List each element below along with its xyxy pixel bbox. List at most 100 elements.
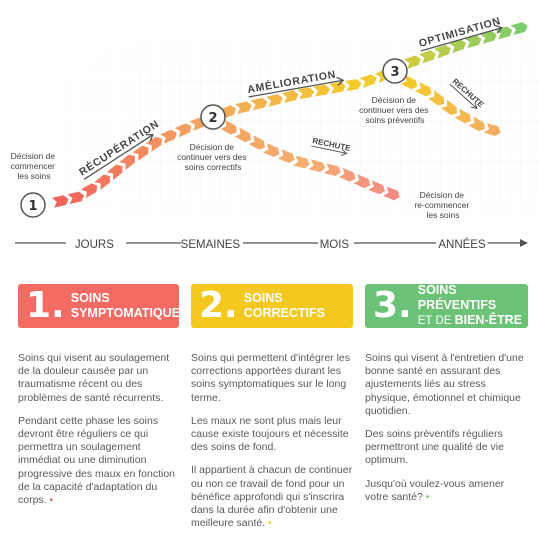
chevron-chev-main-5 [119, 154, 135, 170]
svg-text:Décision de continuer ve: Décision de continuer vers des soins pré… [359, 95, 431, 125]
milestone-2-number: 2 [208, 111, 217, 126]
timeline-label-years: ANNÉES [438, 238, 486, 251]
milestone-3-label-line-1: Décision de [372, 95, 417, 105]
chevron-chev-main-14 [250, 97, 268, 111]
chevron-chev-main-12 [219, 105, 236, 120]
timeline-label-days: JOURS [75, 239, 114, 251]
chevron-chev-main-8 [160, 129, 177, 144]
chevron-chev-main-17 [297, 87, 315, 100]
column-3-paragraph-2: Des soins préventifs réguliers permettro… [365, 428, 504, 467]
card-symptomatic-care: 1. SOINS SYMPTOMATIQUES [18, 284, 188, 328]
card-2-number: 2. [199, 285, 238, 326]
card-2-title-line-1: SOINS [243, 291, 283, 305]
chevron-chev-main-3 [94, 174, 110, 190]
chevron-chev-relapse1-10 [368, 180, 385, 195]
chevron-chev-main-1 [67, 191, 85, 205]
card-3-number: 3. [373, 285, 412, 326]
svg-text:JOURS SEMAINES MOI: JOURS SEMAINES MOIS ANNÉES [75, 238, 486, 251]
restart-decision: Décision de re-commencer les soins [414, 190, 471, 220]
chevron-chev-relapse1-11 [383, 186, 400, 201]
chevron-chev-main-21 [359, 74, 377, 88]
chevron-chev-relapse2-1 [415, 82, 432, 97]
card-1-title-line-1: SOINS [70, 291, 110, 305]
card-3-title-line-1: SOINS PRÉVENTIFS [417, 283, 497, 312]
column-1-paragraph-1: Soins qui visent au soulagement de la do… [18, 352, 170, 404]
chevron-chev-main-26 [434, 44, 451, 59]
card-1-number: 1. [26, 285, 65, 326]
chevron-chev-relapse1-5 [293, 155, 310, 169]
chevron-chev-relapse2-6 [483, 123, 501, 137]
chevron-chev-main-20 [344, 79, 362, 92]
chevron-chev-relapse1-2 [248, 135, 266, 150]
chevron-chev-main-25 [418, 50, 436, 64]
card-corrective-care: 2. SOINS CORRECTIFS [191, 284, 353, 328]
chevron-chev-relapse1-8 [338, 167, 356, 182]
chevron-chev-relapse2-0 [400, 74, 418, 90]
restart-label-line-3: les soins [426, 210, 459, 220]
timeline-label-months: MOIS [320, 239, 350, 251]
svg-text:Décision de re-commencer: Décision de re-commencer les soins [414, 190, 471, 220]
card-preventive-care: 3. SOINS PRÉVENTIFS ET DE BIEN-ÊTRE [365, 283, 528, 328]
chevron-chev-main-18 [313, 84, 330, 97]
column-2-paragraph-1: Soins qui permettent d'intégrer les corr… [191, 352, 351, 404]
card-2-title-line-2: CORRECTIFS [243, 306, 325, 320]
relapse-arrow-path-2 [400, 74, 501, 137]
milestone-2: 2 Décision de continuer vers des soins c… [177, 104, 247, 172]
care-progression-diagram: RÉCUPÉRATION AMÉLIORATION OPTIMISATION R… [0, 0, 539, 251]
chevron-chev-main-28 [464, 35, 482, 49]
chevron-chev-main-6 [132, 145, 149, 161]
milestone-1-number: 1 [28, 199, 37, 214]
chevron-chev-relapse2-5 [468, 116, 485, 132]
chevron-chev-relapse1-3 [262, 143, 280, 157]
milestone-2-label-line-3: soins correctifs [185, 162, 242, 172]
milestone-2-label-line-2: continuer vers des [177, 152, 246, 162]
chevron-chev-relapse2-3 [440, 99, 457, 115]
chevron-chev-main-19 [329, 81, 346, 94]
chevron-chev-main-15 [266, 94, 283, 107]
svg-text:Décision de commencer: Décision de commencer les soins [11, 151, 58, 181]
milestone-3-label-line-2: continuer vers des [359, 105, 428, 115]
chevron-chev-relapse2-2 [428, 90, 445, 106]
column-2-paragraph-2: Les maux ne sont plus mais leur cause ex… [191, 414, 349, 454]
chevron-chev-main-13 [235, 101, 252, 114]
chevron-chev-relapse1-4 [277, 149, 295, 163]
chevron-chev-relapse1-6 [308, 159, 326, 173]
milestone-1: Décision de commencer les soins 1 [11, 151, 58, 218]
card-1-title-line-2: SYMPTOMATIQUES [70, 306, 189, 320]
milestone-1-label-line-2: commencer [11, 161, 56, 171]
timeline-axis: JOURS SEMAINES MOIS ANNÉES [15, 236, 528, 251]
milestone-3-number: 3 [390, 65, 399, 80]
column-3-paragraph-1: Soins qui visent à l'entretien d'une bon… [365, 352, 524, 417]
chevron-chev-main-27 [449, 39, 466, 53]
milestone-1-label-line-3: les soins [17, 171, 50, 181]
restart-label-line-1: Décision de [420, 190, 465, 200]
timeline-label-weeks: SEMAINES [181, 239, 241, 251]
chevron-chev-relapse2-4 [454, 108, 471, 124]
milestone-2-label-line-1: Décision de [190, 142, 235, 152]
chevron-chev-relapse1-1 [234, 127, 252, 143]
card-3-title-line-2-bold: BIEN-ÊTRE [454, 313, 522, 327]
milestone-3-label-line-3: soins préventifs [365, 115, 424, 125]
chevron-chev-main-16 [281, 90, 299, 103]
column-symptomatic: Soins qui visent au soulagement de la do… [18, 352, 180, 517]
chevron-chev-main-29 [480, 30, 497, 44]
chevron-chev-main-9 [174, 123, 192, 138]
column-3-paragraph-3: Jusqu'où voulez-vous amener votre santé? [365, 477, 505, 503]
column-1-bullet-dot: • [49, 495, 54, 507]
milestone-3: 3 Décision de continuer vers des soins p… [359, 58, 431, 125]
chevron-chev-main-2 [80, 183, 98, 199]
milestone-1-label-line-1: Décision de [11, 151, 56, 161]
chevron-chev-relapse1-9 [353, 174, 371, 189]
column-1-paragraph-2: Pendant cette phase les soins devront êt… [18, 414, 176, 507]
column-2-paragraph-3: Il appartient à chacun de continuer ou n… [191, 464, 353, 530]
column-preventive: Soins qui visent à l'entretien d'une bon… [365, 352, 525, 514]
background-grid [0, 0, 539, 240]
relapse-arrow-path-1 [220, 120, 400, 201]
chevron-chev-main-31 [510, 22, 528, 36]
chevron-chev-main-24 [403, 55, 421, 69]
card-3-title-line-2-light: ET DE [417, 315, 455, 327]
restart-label-line-2: re-commencer [414, 200, 469, 210]
column-corrective: Soins qui permettent d'intégrer les corr… [191, 352, 353, 540]
chevron-chev-relapse1-0 [220, 120, 237, 135]
chevron-chev-main-4 [106, 164, 123, 180]
